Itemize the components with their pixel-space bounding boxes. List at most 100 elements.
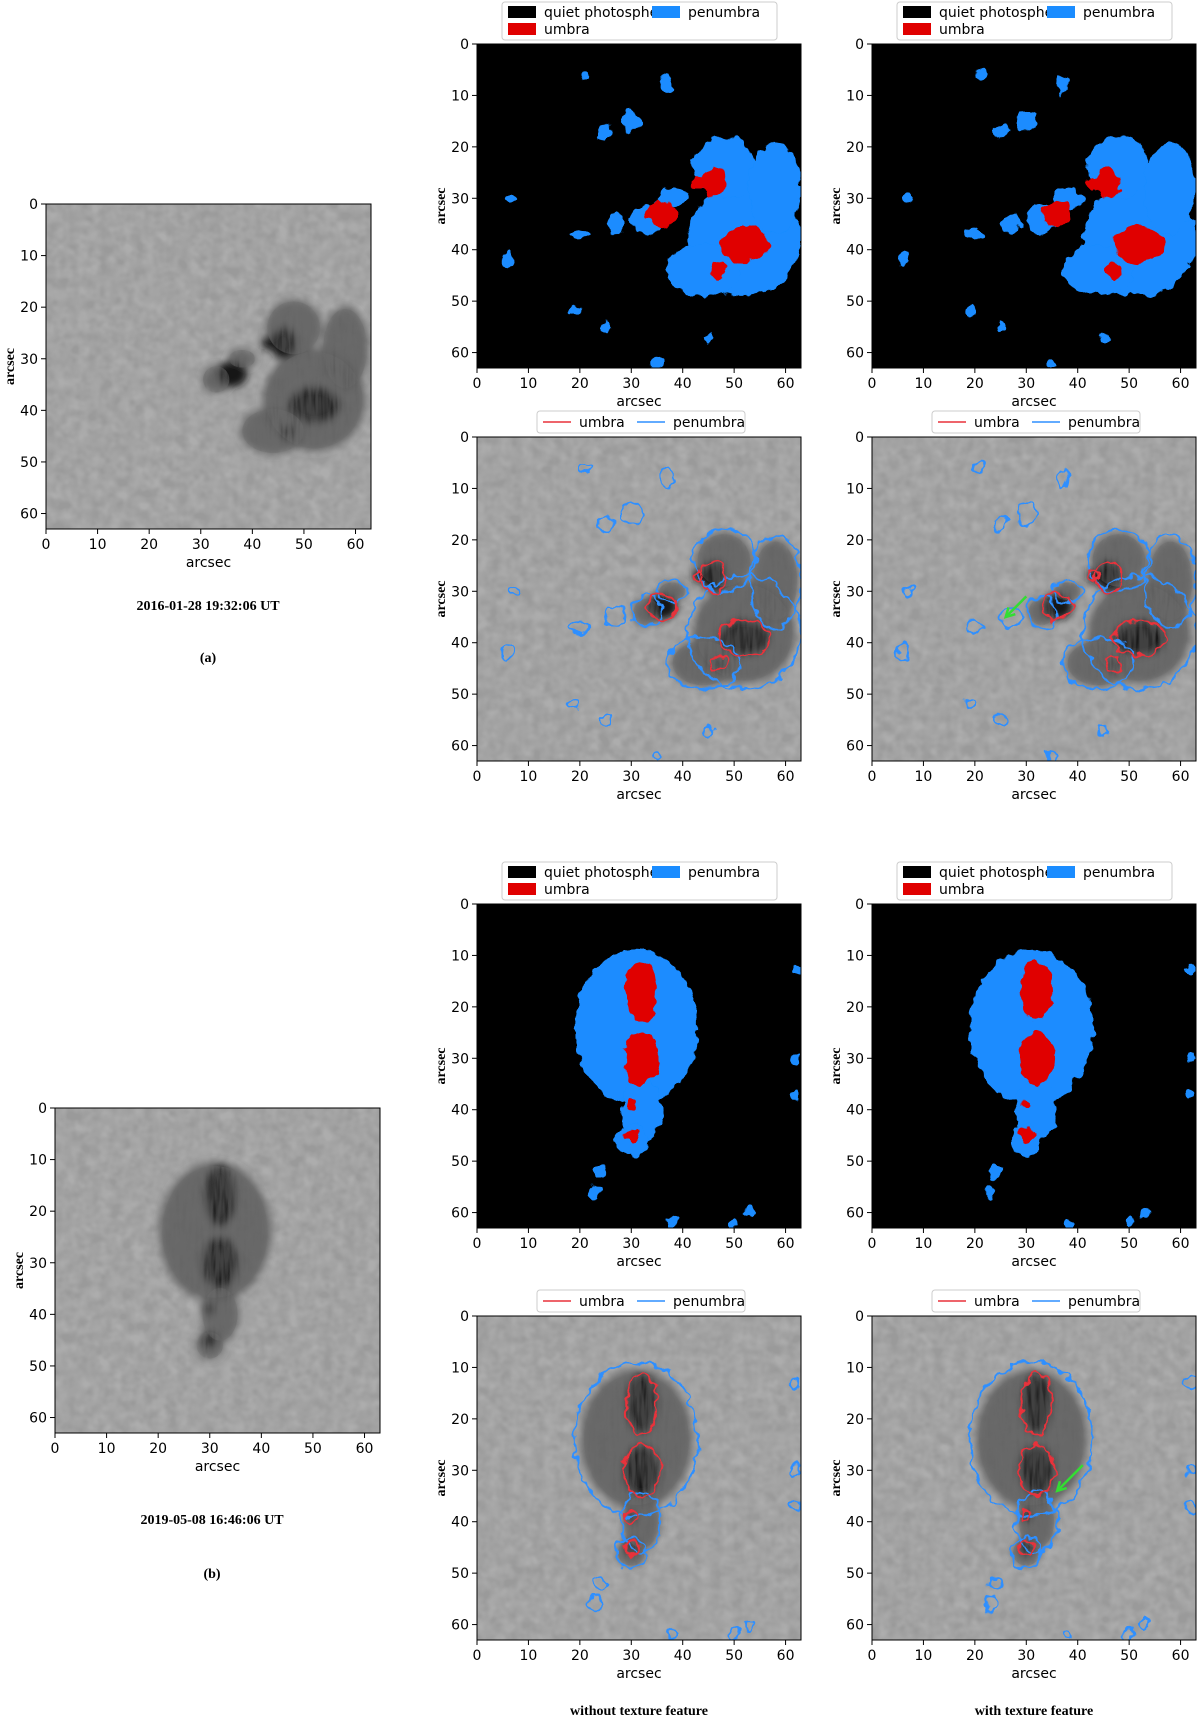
x-tick-label: 40 bbox=[1069, 1236, 1087, 1252]
x-tick-label: 10 bbox=[520, 376, 538, 392]
x-tick-label: 0 bbox=[868, 376, 877, 392]
penumbra-blob bbox=[502, 252, 513, 268]
x-tick-label: 10 bbox=[915, 769, 933, 785]
y-axis-label: arcsec bbox=[434, 1459, 449, 1496]
x-tick-label: 50 bbox=[304, 1441, 322, 1457]
x-tick-label: 20 bbox=[571, 376, 589, 392]
y-axis-label: arcsec bbox=[829, 1459, 844, 1496]
y-tick-label: 0 bbox=[855, 37, 864, 53]
x-tick-label: 30 bbox=[622, 1236, 640, 1252]
y-tick-label: 30 bbox=[451, 584, 469, 600]
arrow bbox=[1056, 1464, 1084, 1492]
penumbra-contour bbox=[1123, 1628, 1136, 1640]
y-tick-label: 0 bbox=[855, 897, 864, 913]
x-axis-label: arcsec bbox=[1011, 1666, 1056, 1682]
umbra-contour bbox=[1085, 568, 1101, 584]
fibril-texture bbox=[697, 534, 751, 587]
x-tick-label: 60 bbox=[1172, 1236, 1190, 1252]
umbra-blob bbox=[718, 226, 771, 263]
y-tick-label: 10 bbox=[846, 1360, 864, 1376]
y-tick-label: 20 bbox=[846, 533, 864, 549]
penumbra-contour bbox=[506, 585, 520, 598]
umbra-contour bbox=[645, 592, 679, 621]
x-tick-label: 30 bbox=[622, 376, 640, 392]
penumbra-contour bbox=[1097, 724, 1110, 737]
x-tick-label: 50 bbox=[1120, 1236, 1138, 1252]
x-tick-label: 0 bbox=[868, 769, 877, 785]
penumbra-blob bbox=[749, 141, 801, 235]
y-tick-label: 20 bbox=[451, 1000, 469, 1016]
penumbra-contours bbox=[896, 461, 1196, 761]
penumbra-blob bbox=[974, 69, 986, 80]
y-tick-label: 60 bbox=[846, 346, 864, 362]
y-tick-label: 20 bbox=[846, 1412, 864, 1428]
umbra-blob bbox=[623, 1127, 639, 1144]
x-axis-label: arcsec bbox=[616, 1666, 661, 1682]
axes-frame bbox=[476, 436, 802, 762]
y-tick-label: 40 bbox=[846, 1515, 864, 1531]
penumbra-blob bbox=[969, 950, 1094, 1105]
penumbra-contour bbox=[620, 1489, 664, 1554]
x-tick-label: 60 bbox=[777, 376, 795, 392]
y-tick-label: 30 bbox=[451, 1463, 469, 1479]
fibril-texture bbox=[1054, 582, 1081, 601]
x-axis-label: arcsec bbox=[616, 787, 661, 803]
penumbra-contour bbox=[1061, 1628, 1074, 1640]
y-tick-label: 30 bbox=[29, 1256, 47, 1272]
y-tick-label: 0 bbox=[460, 1309, 469, 1325]
penumbra-contour bbox=[743, 1618, 756, 1631]
legend-swatch bbox=[508, 883, 536, 895]
y-axis-label: arcsec bbox=[434, 580, 449, 617]
penumbra-blob bbox=[579, 69, 591, 80]
fibril-texture bbox=[633, 598, 660, 625]
y-tick-label: 50 bbox=[451, 294, 469, 310]
fibrils bbox=[978, 1373, 1084, 1566]
legend-label: umbra bbox=[939, 22, 985, 38]
y-tick-label: 40 bbox=[846, 243, 864, 259]
penumbra-contours bbox=[501, 461, 801, 761]
fibril-texture bbox=[323, 308, 368, 388]
x-tick-label: 0 bbox=[473, 769, 482, 785]
fibril-texture bbox=[1092, 534, 1146, 587]
x-tick-label: 40 bbox=[1069, 769, 1087, 785]
penumbra-contour bbox=[1015, 1489, 1059, 1554]
y-tick-label: 40 bbox=[451, 1515, 469, 1531]
axes-frame bbox=[45, 203, 372, 530]
y-tick-label: 40 bbox=[846, 1103, 864, 1119]
column-label: without texture feature bbox=[570, 1704, 708, 1719]
legend-swatch bbox=[652, 866, 680, 878]
penumbra-contour bbox=[661, 466, 674, 490]
penumbra-blob bbox=[790, 965, 801, 976]
y-tick-label: 60 bbox=[29, 1411, 47, 1427]
penumbra-blob bbox=[1185, 1053, 1196, 1064]
penumbra-contour bbox=[686, 574, 801, 690]
panel-image bbox=[872, 904, 1196, 1228]
umbra-contour bbox=[710, 654, 728, 672]
fibril-texture bbox=[162, 1166, 268, 1298]
legend-swatch bbox=[508, 6, 536, 18]
legend-label: umbra bbox=[939, 882, 985, 898]
umbra-blob bbox=[623, 1032, 660, 1085]
y-tick-label: 20 bbox=[451, 1412, 469, 1428]
penumbra-contour bbox=[1025, 595, 1059, 629]
y-tick-label: 60 bbox=[451, 346, 469, 362]
x-tick-label: 20 bbox=[966, 1648, 984, 1664]
y-tick-label: 50 bbox=[29, 1359, 47, 1375]
panel-image bbox=[477, 44, 801, 368]
panel-image bbox=[46, 204, 371, 529]
penumbra-blob bbox=[597, 123, 614, 140]
penumbra-blob bbox=[1062, 244, 1135, 296]
y-tick-label: 60 bbox=[451, 739, 469, 755]
x-tick-label: 40 bbox=[1069, 1648, 1087, 1664]
x-tick-label: 10 bbox=[98, 1441, 116, 1457]
penumbra-contour bbox=[994, 713, 1007, 726]
legend-label: umbra bbox=[579, 1294, 625, 1310]
y-axis-label: arcsec bbox=[829, 580, 844, 617]
penumbra-contour bbox=[596, 515, 615, 534]
penumbra-blob bbox=[1062, 1217, 1073, 1228]
date-caption: 2016-01-28 19:32:06 UT bbox=[136, 599, 280, 614]
x-tick-label: 60 bbox=[347, 537, 365, 553]
fibril-texture bbox=[1019, 1495, 1055, 1548]
y-tick-label: 50 bbox=[846, 294, 864, 310]
x-tick-label: 30 bbox=[201, 1441, 219, 1457]
